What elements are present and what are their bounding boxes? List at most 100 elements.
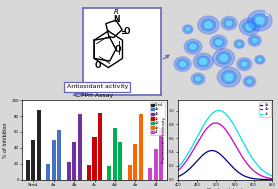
Bar — [98, 113, 102, 180]
Circle shape — [237, 58, 252, 70]
Bar — [46, 164, 50, 180]
Circle shape — [184, 26, 191, 32]
Text: O: O — [124, 27, 130, 36]
Circle shape — [236, 41, 243, 47]
4c — [271, 175, 274, 177]
Circle shape — [220, 55, 227, 61]
Bar — [37, 111, 41, 180]
4a — [271, 178, 274, 181]
4a — [214, 150, 217, 153]
Circle shape — [255, 55, 265, 64]
Circle shape — [221, 70, 237, 84]
Text: O: O — [115, 45, 121, 54]
Y-axis label: Fluorescence Intensity: Fluorescence Intensity — [162, 117, 166, 163]
Circle shape — [210, 35, 227, 50]
Line: 4c: 4c — [178, 111, 272, 176]
Circle shape — [246, 24, 253, 29]
Circle shape — [187, 42, 199, 52]
4a — [176, 176, 180, 178]
Circle shape — [252, 39, 257, 43]
Circle shape — [248, 35, 261, 46]
Bar — [139, 114, 143, 180]
Bar — [159, 128, 163, 180]
4b — [271, 177, 274, 180]
4b — [245, 162, 249, 164]
4b — [188, 156, 191, 158]
4c — [245, 147, 248, 149]
Bar — [57, 129, 61, 180]
Circle shape — [191, 73, 205, 85]
4c — [176, 166, 180, 168]
Circle shape — [193, 75, 203, 83]
Bar — [67, 162, 71, 180]
Circle shape — [177, 59, 188, 69]
Bar — [72, 142, 76, 180]
4b — [207, 125, 210, 128]
Title: DPPH Assay: DPPH Assay — [76, 93, 113, 98]
Circle shape — [242, 62, 247, 66]
Circle shape — [245, 78, 254, 85]
4c — [188, 150, 191, 153]
Bar — [26, 160, 30, 180]
Text: O: O — [95, 61, 101, 70]
Circle shape — [226, 21, 232, 26]
4b — [176, 170, 180, 172]
4c — [217, 109, 220, 112]
Bar — [118, 142, 122, 180]
Circle shape — [197, 56, 210, 67]
Circle shape — [217, 67, 240, 87]
Circle shape — [196, 77, 200, 81]
X-axis label: Wavelength (nm): Wavelength (nm) — [207, 188, 243, 189]
Circle shape — [225, 74, 233, 80]
Bar — [133, 144, 137, 180]
4a — [245, 176, 248, 178]
Circle shape — [252, 14, 268, 27]
Line: 4b: 4b — [178, 123, 272, 179]
Circle shape — [243, 76, 256, 87]
Line: 4a: 4a — [178, 151, 272, 180]
Circle shape — [234, 40, 244, 48]
Circle shape — [237, 43, 241, 46]
Y-axis label: % of Inhibition: % of Inhibition — [4, 122, 9, 158]
Bar — [87, 165, 91, 180]
Circle shape — [217, 52, 231, 64]
Bar — [148, 168, 152, 180]
Bar — [78, 114, 82, 180]
4c — [214, 110, 217, 112]
4a — [245, 176, 249, 178]
Text: Antioxidant activity: Antioxidant activity — [67, 84, 128, 89]
Circle shape — [224, 19, 234, 28]
Circle shape — [174, 57, 191, 71]
4b — [236, 148, 239, 150]
Bar — [93, 137, 96, 180]
Circle shape — [247, 80, 252, 83]
Legend: 4a, 4b, 4c: 4a, 4b, 4c — [259, 102, 271, 117]
4c — [236, 131, 239, 133]
Bar — [31, 140, 36, 180]
Circle shape — [190, 44, 196, 49]
Circle shape — [258, 58, 262, 61]
Circle shape — [256, 17, 264, 24]
4c — [207, 116, 210, 119]
4b — [214, 122, 217, 124]
Circle shape — [198, 16, 219, 34]
Bar — [113, 128, 117, 180]
4b — [245, 162, 248, 164]
4a — [236, 170, 239, 173]
Circle shape — [205, 22, 212, 28]
4b — [214, 122, 217, 124]
4a — [210, 149, 214, 152]
Circle shape — [248, 10, 272, 31]
Circle shape — [213, 49, 235, 67]
4a — [188, 168, 191, 170]
Bar — [52, 140, 56, 180]
Circle shape — [213, 38, 224, 47]
4a — [207, 150, 210, 152]
Circle shape — [183, 25, 193, 34]
Bar — [128, 165, 132, 180]
Circle shape — [221, 16, 237, 30]
Circle shape — [250, 37, 259, 44]
Circle shape — [216, 40, 222, 45]
Circle shape — [256, 57, 263, 63]
4c — [245, 148, 249, 150]
